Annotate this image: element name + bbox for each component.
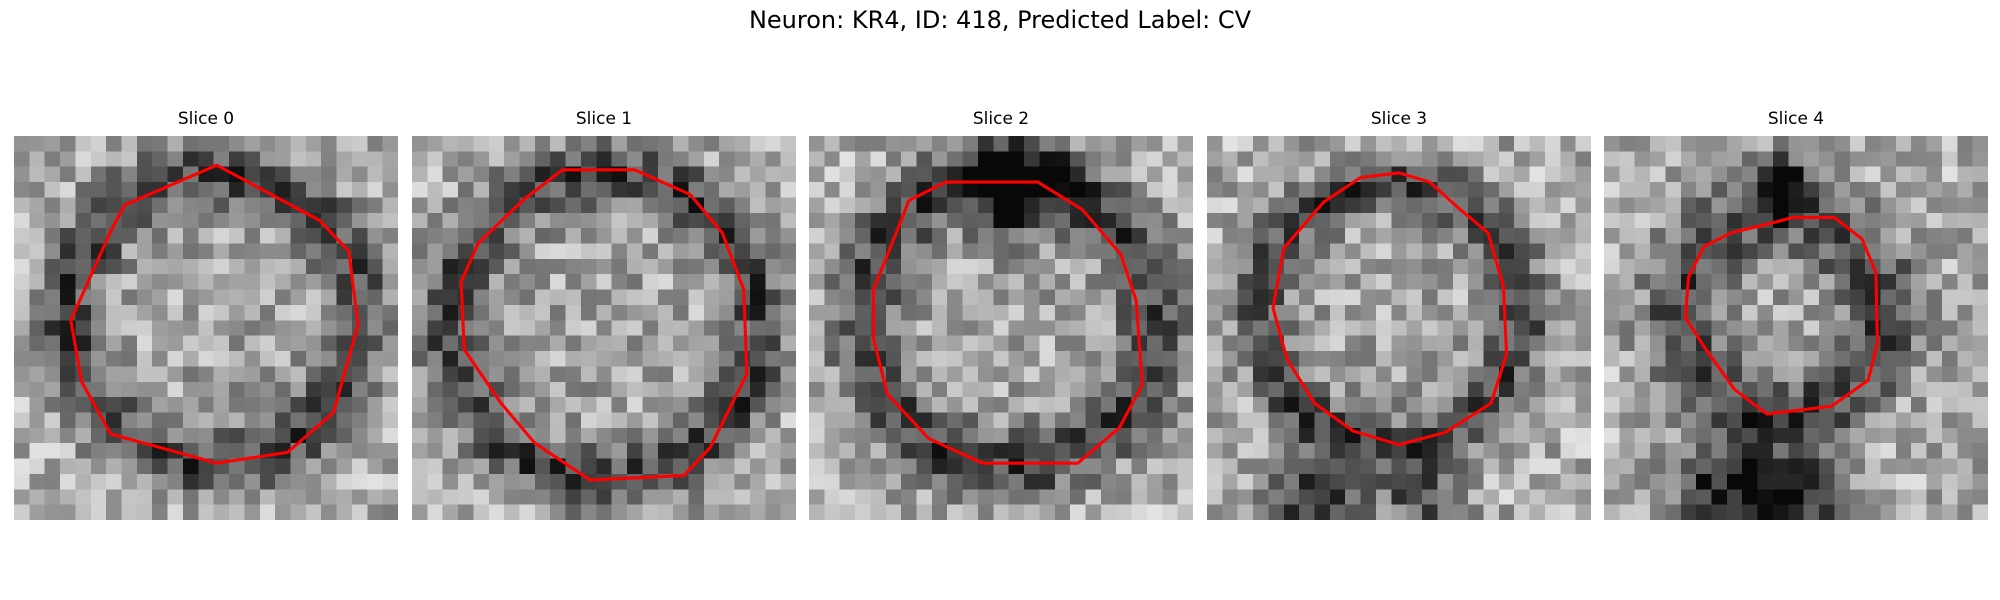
slice-panel-4: Slice 4: [1604, 108, 1988, 520]
slice-image: [1207, 136, 1591, 520]
slice-title: Slice 4: [1767, 109, 1825, 129]
figure-title: Neuron: KR4, ID: 418, Predicted Label: C…: [748, 6, 1252, 34]
slice-panel-3: Slice 3: [1207, 108, 1591, 520]
slice-title: Slice 1: [575, 109, 633, 129]
slice-title: Slice 2: [972, 109, 1030, 129]
cell-outline: [1683, 215, 1879, 416]
slice-image: [1604, 136, 1988, 520]
cell-outline: [459, 168, 749, 482]
slice-panel-1: Slice 1: [412, 108, 796, 520]
slice-image: [809, 136, 1193, 520]
slice-panel-2: Slice 2: [809, 108, 1193, 520]
slice-image: [14, 136, 398, 520]
slice-panel-0: Slice 0: [14, 108, 398, 520]
slice-title: Slice 3: [1370, 109, 1428, 129]
slice-image: [412, 136, 796, 520]
cell-outline: [1271, 171, 1509, 447]
cell-outline: [69, 163, 360, 465]
cell-outline: [871, 180, 1144, 465]
slice-title: Slice 0: [177, 109, 235, 129]
